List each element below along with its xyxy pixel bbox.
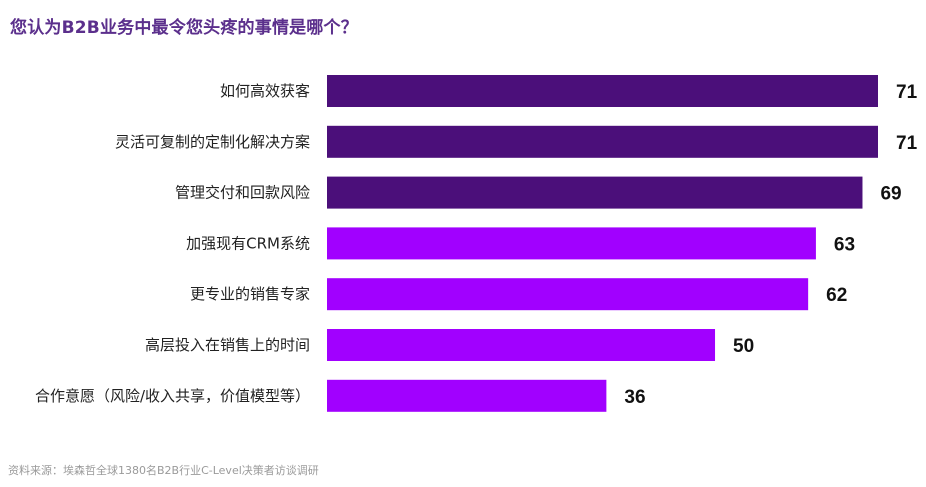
category-label: 管理交付和回款风险 (175, 184, 310, 202)
bar (327, 329, 716, 361)
data-label: 71 (896, 82, 918, 103)
category-label: 灵活可复制的定制化解决方案 (115, 133, 310, 151)
bar (327, 75, 878, 107)
category-label: 加强现有CRM系统 (186, 234, 310, 252)
bar (327, 278, 809, 311)
bar (327, 227, 816, 260)
bar (327, 379, 607, 412)
data-label: 71 (896, 133, 918, 154)
data-label: 63 (834, 234, 855, 255)
chart-title: 您认为B2B业务中最令您头疼的事情是哪个？ (10, 18, 358, 38)
category-label: 更专业的销售专家 (190, 285, 310, 303)
bar (327, 176, 863, 209)
category-label: 高层投入在销售上的时间 (145, 336, 310, 354)
data-label: 36 (624, 387, 645, 408)
data-label: 69 (880, 184, 901, 205)
category-label: 合作意愿（风险/收入共享，价值模型等） (35, 387, 310, 405)
bar (327, 125, 878, 158)
category-label: 如何高效获客 (220, 82, 310, 100)
data-label: 50 (733, 336, 754, 357)
data-label: 62 (826, 285, 847, 306)
source-note: 资料来源：埃森哲全球1380名B2B行业C-Level决策者访谈调研 (8, 464, 319, 477)
